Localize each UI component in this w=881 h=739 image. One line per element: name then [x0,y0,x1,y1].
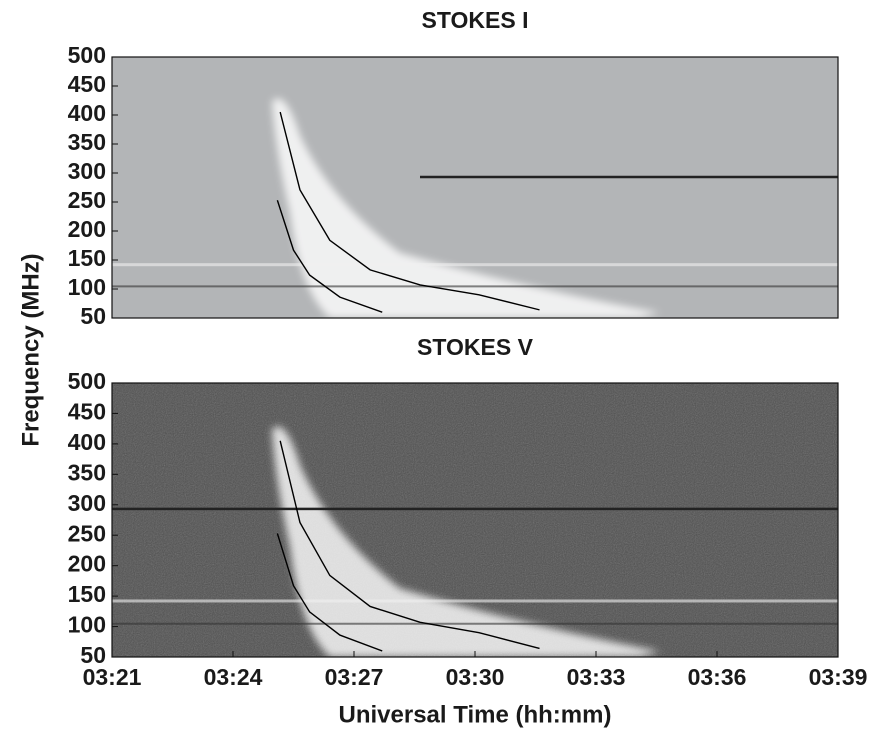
spectrogram-image [112,383,838,657]
rfi-line [112,622,838,625]
x-tick-label: 03:30 [446,664,505,690]
frame [111,56,839,319]
y-tick-label: 250 [68,520,106,546]
y-tick-label: 50 [80,303,106,329]
x-tick-label: 03:27 [325,664,384,690]
y-tick-label: 300 [68,158,106,184]
y-tick-label: 300 [68,490,106,516]
y-tick-label: 150 [68,245,106,271]
rfi-line [112,507,838,511]
rfi-line [420,175,838,179]
y-tick-label: 250 [68,187,106,213]
y-tick-label: 500 [68,368,106,394]
rfi-band [112,263,838,267]
rfi-line [112,285,838,288]
y-tick-label: 50 [80,642,106,668]
y-tick-label: 100 [68,612,106,638]
y-tick-label: 450 [68,399,106,425]
y-tick-label: 350 [68,459,106,485]
y-tick-label: 350 [68,129,106,155]
y-axis-label: Frequency (MHz) [17,253,44,446]
y-tick-label: 200 [68,551,106,577]
rfi-band [112,599,838,603]
x-tick-label: 03:24 [204,664,263,690]
y-tick-label: 400 [68,100,106,126]
fit-curve [276,200,383,313]
fit-curve [279,111,540,311]
burst-emission [272,426,660,657]
y-tick-label: 450 [68,71,106,97]
y-tick-label: 100 [68,274,106,300]
y-tick-label: 200 [68,216,106,242]
panel-title: STOKES V [417,334,534,360]
spectrogram-image [112,57,838,318]
y-tick-label: 150 [68,581,106,607]
x-tick-label: 03:39 [809,664,868,690]
x-tick-label: 03:36 [688,664,747,690]
panel-title: STOKES I [422,7,529,33]
fit-curve [276,533,383,652]
y-tick-label: 500 [68,42,106,68]
fit-curve [279,440,540,650]
x-tick-label: 03:33 [567,664,626,690]
x-axis-label: Universal Time (hh:mm) [339,701,612,728]
y-tick-label: 400 [68,429,106,455]
burst-emission [272,98,660,318]
x-tick-label: 03:21 [83,664,142,690]
